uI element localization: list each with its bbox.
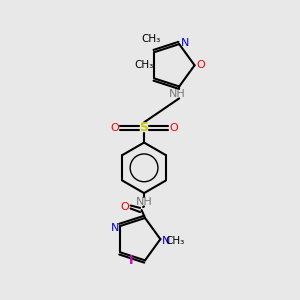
Text: N: N bbox=[181, 38, 189, 48]
Text: CH₃: CH₃ bbox=[166, 236, 185, 246]
Text: NH: NH bbox=[169, 89, 186, 99]
Text: O: O bbox=[196, 60, 205, 70]
Text: S: S bbox=[140, 121, 148, 134]
Text: O: O bbox=[169, 123, 178, 133]
Text: O: O bbox=[121, 202, 130, 212]
Text: I: I bbox=[129, 254, 134, 267]
Text: O: O bbox=[110, 123, 119, 133]
Text: N: N bbox=[162, 236, 170, 246]
Text: NH: NH bbox=[136, 197, 152, 207]
Text: N: N bbox=[110, 223, 119, 232]
Text: CH₃: CH₃ bbox=[142, 34, 161, 44]
Text: CH₃: CH₃ bbox=[134, 60, 154, 70]
